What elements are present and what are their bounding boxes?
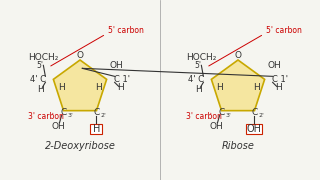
Text: H: H (253, 83, 260, 92)
Text: O: O (76, 51, 84, 60)
Text: 3': 3' (68, 113, 73, 118)
Text: 3': 3' (226, 113, 231, 118)
Text: H: H (93, 124, 100, 134)
Text: 2': 2' (100, 113, 106, 118)
Text: H: H (117, 83, 124, 92)
Text: OH: OH (268, 61, 282, 70)
Text: 3' carbon: 3' carbon (28, 111, 64, 120)
Text: HOCH₂: HOCH₂ (28, 53, 59, 62)
Text: C: C (60, 108, 67, 117)
Text: H: H (195, 85, 202, 94)
Text: 5' carbon: 5' carbon (266, 26, 302, 35)
Text: C 1': C 1' (272, 75, 288, 84)
FancyBboxPatch shape (246, 124, 262, 134)
Text: 4' C: 4' C (188, 75, 204, 84)
Text: C: C (219, 108, 225, 117)
Polygon shape (53, 60, 107, 111)
Text: OH: OH (210, 122, 223, 131)
Text: 5': 5' (36, 61, 43, 70)
Text: 2-Deoxyribose: 2-Deoxyribose (44, 141, 116, 151)
Text: 2': 2' (259, 113, 264, 118)
Text: H: H (37, 85, 44, 94)
Text: H: H (216, 83, 223, 92)
Text: OH: OH (52, 122, 65, 131)
Text: H: H (275, 83, 282, 92)
Text: O: O (235, 51, 242, 60)
Text: 5': 5' (194, 61, 201, 70)
Text: 5' carbon: 5' carbon (108, 26, 144, 35)
Text: OH: OH (247, 124, 262, 134)
Text: C 1': C 1' (114, 75, 130, 84)
Polygon shape (212, 60, 265, 111)
Text: H: H (58, 83, 65, 92)
Text: 3' carbon: 3' carbon (186, 111, 222, 120)
Text: C: C (251, 108, 258, 117)
Text: Ribose: Ribose (221, 141, 254, 151)
Text: H: H (95, 83, 102, 92)
Text: HOCH₂: HOCH₂ (186, 53, 217, 62)
Text: OH: OH (110, 61, 124, 70)
Text: 4' C: 4' C (30, 75, 46, 84)
FancyBboxPatch shape (91, 124, 102, 134)
Text: C: C (93, 108, 100, 117)
